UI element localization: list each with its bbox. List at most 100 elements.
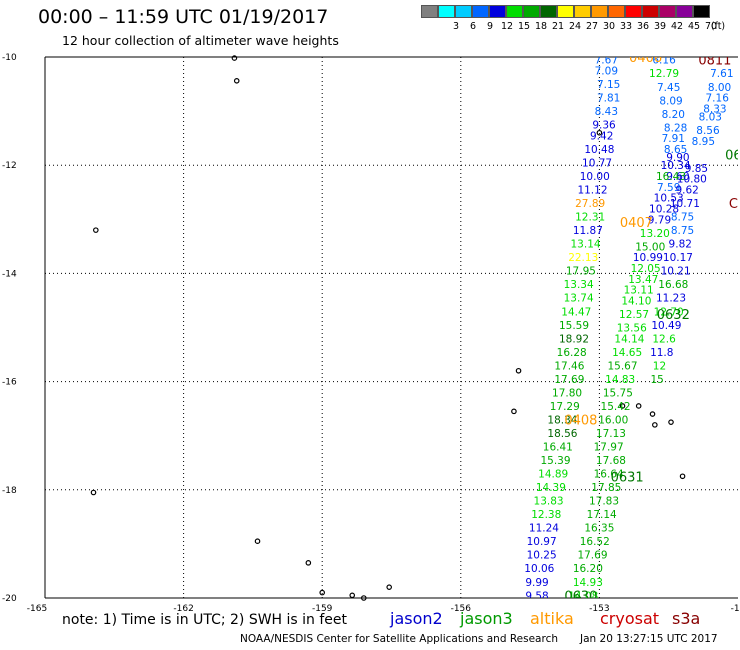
legend-swatch [659, 5, 676, 18]
satellite-jason2: jason2 [390, 609, 443, 628]
island-outline [668, 419, 674, 425]
legend-swatch [642, 5, 659, 18]
swh-value: 9.62 [675, 185, 698, 197]
legend-label: 6 [469, 21, 477, 32]
swh-value: 13.83 [534, 496, 564, 508]
swh-value: 9.90 [666, 152, 689, 164]
swh-value: 9.99 [525, 577, 548, 589]
swh-value: 13.47 [628, 274, 658, 286]
legend-swatch [693, 5, 710, 18]
track-time-label: 0406 [629, 51, 662, 66]
swh-value: 14.08 [568, 590, 598, 602]
swh-value: 10.17 [663, 252, 693, 264]
swh-value: 13.11 [624, 285, 654, 297]
legend-swatch [489, 5, 506, 18]
swh-value: 10.49 [651, 320, 681, 332]
swh-value: 11.8 [650, 347, 673, 359]
swh-value: 7.45 [657, 82, 680, 94]
swh-value: 16.41 [543, 442, 573, 454]
y-tick-label: -16 [2, 378, 17, 388]
swh-value: 9.42 [590, 130, 613, 142]
swh-value: 12 [653, 360, 666, 372]
swh-value: 7.09 [595, 66, 618, 78]
swh-value: 7.91 [662, 133, 685, 145]
swh-value: 17.83 [589, 496, 619, 508]
swh-value: 13.34 [564, 279, 594, 291]
swh-value: 8.56 [696, 125, 720, 137]
swh-value: 17.69 [577, 550, 607, 562]
swh-value: 8.09 [659, 95, 682, 107]
swh-value: 16.68 [658, 279, 688, 291]
legend-swatch [540, 5, 557, 18]
legend-swatch [574, 5, 591, 18]
island-outline [386, 584, 392, 590]
legend-swatch [557, 5, 574, 18]
swh-value: 9.79 [648, 214, 671, 226]
y-tick-label: -10 [2, 53, 17, 63]
x-tick-label: -162 [173, 604, 193, 614]
swh-value: 16.28 [557, 347, 587, 359]
swh-value: 13.56 [617, 323, 647, 335]
swh-value: 18.56 [547, 428, 577, 440]
swh-value: 22.13 [568, 252, 598, 264]
page-subtitle: 12 hour collection of altimeter wave hei… [62, 33, 339, 48]
swh-value: 8.20 [662, 109, 685, 121]
swh-value: 10.80 [677, 174, 707, 186]
island-outline [233, 78, 240, 84]
swh-value: 10.99 [633, 252, 663, 264]
swh-value: 14.65 [612, 347, 642, 359]
legend-label: 21 [551, 21, 565, 32]
credit-text: NOAA/NESDIS Center for Satellite Applica… [240, 633, 558, 645]
y-tick-label: -20 [2, 594, 17, 604]
legend-label: 30 [602, 21, 616, 32]
swh-value: 12.70 [654, 306, 684, 318]
swh-value: 10.77 [582, 157, 612, 169]
legend-label: 3 [452, 21, 460, 32]
swh-value: 16.20 [573, 563, 603, 575]
legend-label: 70 [704, 21, 718, 32]
island-outline [652, 422, 658, 428]
island-outline [349, 592, 356, 599]
swh-value: 17.95 [566, 266, 596, 278]
legend-label: 12 [500, 21, 514, 32]
legend-swatch [676, 5, 693, 18]
legend-swatch [523, 5, 540, 18]
footnote: note: 1) Time is in UTC; 2) SWH is in fe… [62, 612, 348, 628]
swh-value: 10.25 [527, 550, 557, 562]
swh-value: 7.16 [706, 93, 730, 105]
swh-value: 11.23 [656, 293, 686, 305]
swh-value: 10.97 [527, 536, 557, 548]
y-tick-label: -18 [2, 486, 17, 496]
swh-value: 17.80 [552, 387, 582, 399]
swh-value: 14.39 [536, 482, 566, 494]
legend-label: 39 [653, 21, 667, 32]
legend-swatch [608, 5, 625, 18]
track-time-label: 0630 [564, 589, 597, 604]
swh-value: 16.64 [594, 469, 624, 481]
legend-swatch [421, 5, 438, 18]
legend-swatch [625, 5, 642, 18]
swh-value: 7.61 [710, 68, 733, 80]
swh-value: 9.60 [666, 171, 689, 183]
swh-value: 15.39 [540, 455, 570, 467]
swh-value: 14.14 [614, 333, 644, 345]
swh-value: 9.58 [525, 590, 548, 602]
swh-value: 16.00 [598, 414, 628, 426]
legend-label: 15 [517, 21, 531, 32]
swh-value: 17.29 [550, 401, 580, 413]
track-time-label: 0811 [698, 54, 731, 69]
swh-value: 9.85 [685, 163, 708, 175]
swh-value: 17.14 [587, 509, 617, 521]
island-outline [93, 227, 99, 233]
swh-value: 14.93 [573, 577, 603, 589]
swh-value: 8.00 [708, 82, 731, 94]
satellite-s3a: s3a [672, 609, 701, 628]
swh-value: 14.47 [561, 306, 591, 318]
swh-value: 15.59 [559, 320, 589, 332]
swh-value: 10.00 [580, 171, 610, 183]
swh-value: 12.38 [531, 509, 561, 521]
island-outline [515, 367, 522, 374]
satellite-jason3: jason3 [460, 609, 513, 628]
